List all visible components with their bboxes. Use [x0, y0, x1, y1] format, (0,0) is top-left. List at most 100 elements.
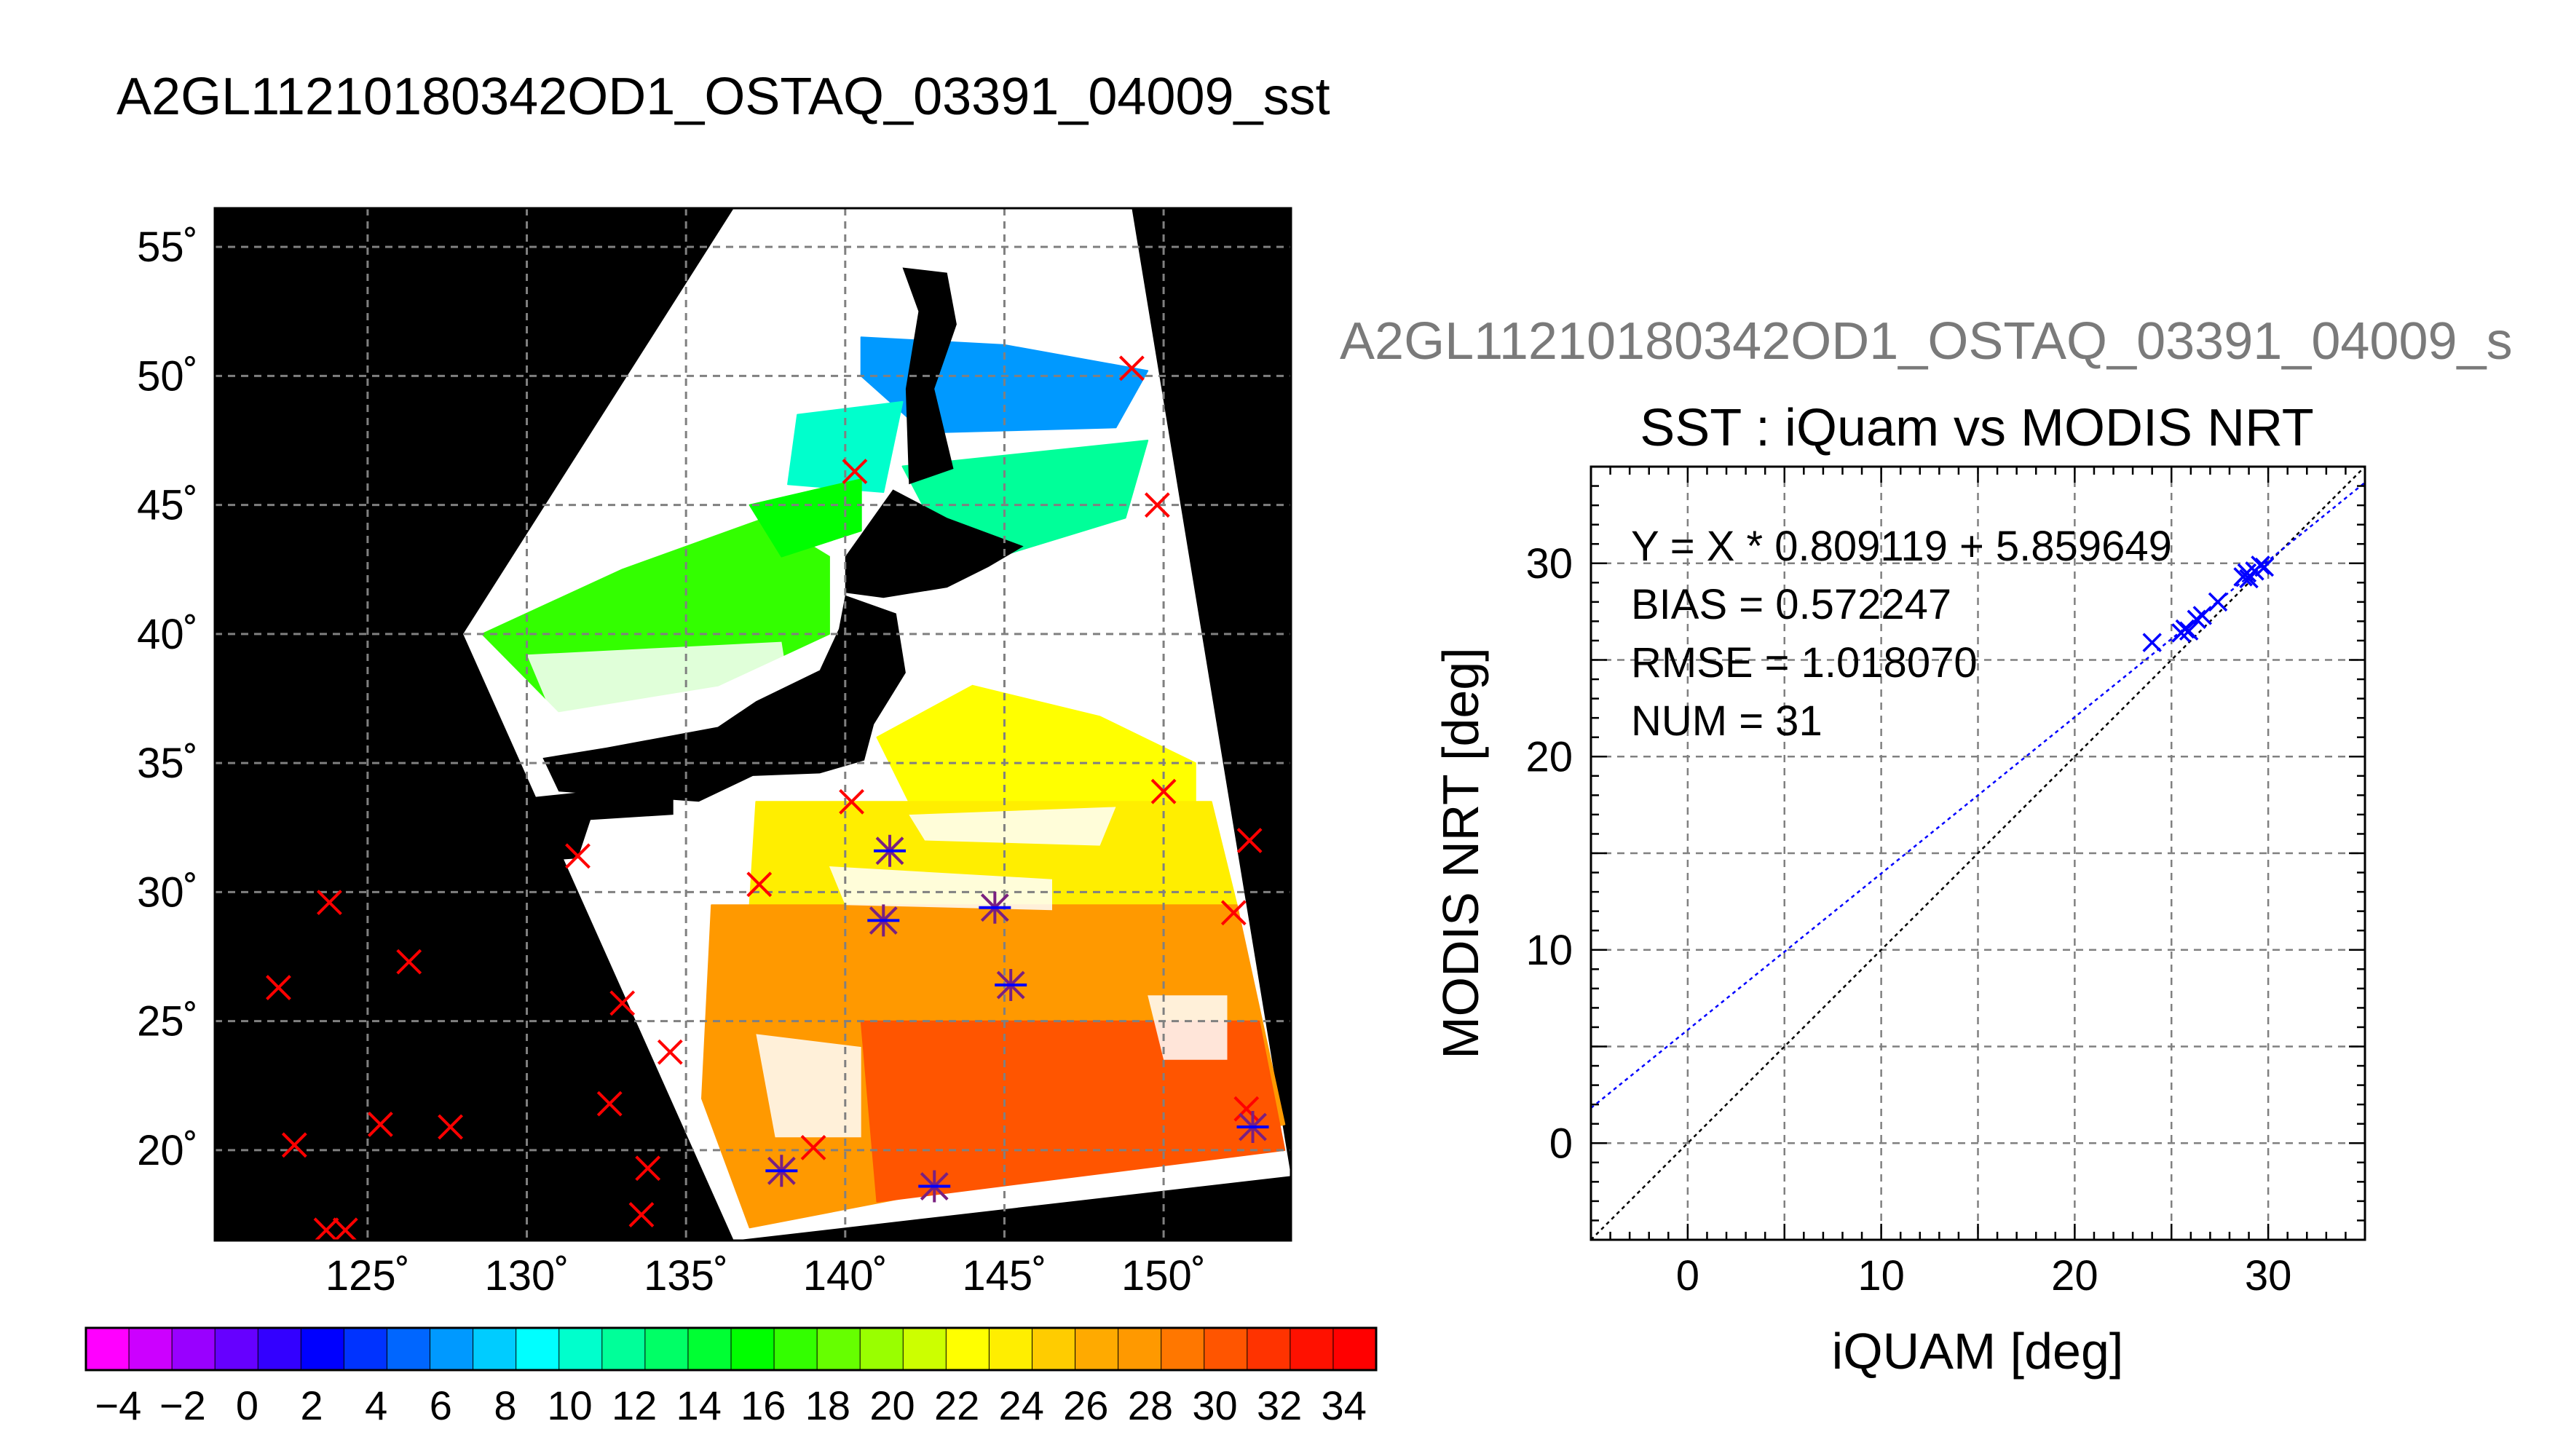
map-marker-unmatched	[281, 1132, 307, 1158]
scatter-stat-line: NUM = 31	[1631, 697, 1823, 745]
scatter-point	[2254, 557, 2275, 577]
colorbar-tick-label: 26	[1063, 1382, 1108, 1428]
colorbar-cell	[128, 1327, 173, 1371]
colorbar-tick-label: 14	[676, 1382, 722, 1428]
colorbar-cell	[430, 1327, 474, 1371]
map-y-tick-label: 40˚	[137, 611, 198, 658]
map-marker-unmatched	[1220, 900, 1247, 926]
colorbar-cell	[257, 1327, 302, 1371]
map-marker-unmatched	[332, 1217, 358, 1241]
scatter-point	[2187, 609, 2207, 629]
map-y-tick-label: 20˚	[137, 1127, 198, 1174]
colorbar-tick-label: 4	[365, 1382, 387, 1428]
colorbar-cell	[902, 1327, 947, 1371]
map-marker-unmatched	[367, 1112, 393, 1137]
map-marker-unmatched	[317, 890, 342, 916]
colorbar-tick-label: 30	[1192, 1382, 1237, 1428]
colorbar-tick-label: 28	[1128, 1382, 1173, 1428]
map-marker-matched	[979, 891, 1011, 924]
colorbar-tick-label: 10	[547, 1382, 592, 1428]
scatter-stat-line: RMSE = 1.018070	[1631, 639, 1978, 687]
map-marker-unmatched	[657, 1039, 683, 1065]
colorbar-cell	[1247, 1327, 1291, 1371]
scatter-point	[2239, 569, 2259, 589]
colorbar-cell	[214, 1327, 259, 1371]
map-marker-unmatched	[266, 975, 291, 1001]
colorbar-cell	[1075, 1327, 1119, 1371]
map-marker-unmatched	[596, 1091, 623, 1117]
colorbar-tick-label: −4	[95, 1382, 141, 1428]
sst-scatter: SST : iQuam vs MODIS NRT Y = X * 0.80911…	[1432, 399, 2366, 1380]
scatter-x-tick-label: 0	[1676, 1252, 1699, 1299]
colorbar-cell	[1290, 1327, 1335, 1371]
scatter-point	[2175, 619, 2195, 639]
sst-map: 125˚ 130˚ 135˚ 140˚ 145˚ 150˚ 20˚ 25˚ 30˚ 35˚ 40˚…	[137, 207, 1292, 1299]
scatter-point	[2237, 563, 2257, 583]
colorbar-cell	[773, 1327, 818, 1371]
map-x-tick-label: 140˚	[803, 1252, 888, 1299]
map-marker-matched	[995, 969, 1027, 1002]
scatter-y-tick-label: 20	[1525, 733, 1573, 780]
scatter-stat-line: Y = X * 0.809119 + 5.859649	[1631, 523, 2172, 570]
map-marker-unmatched	[1144, 492, 1170, 518]
sst-colorbar: −4 −2 0 2 4 6 8 10 12 14 16 18 20 22 24 26 28 30 32 34	[84, 1326, 1378, 1428]
map-marker-matched	[867, 904, 900, 937]
colorbar-cell	[1204, 1327, 1248, 1371]
sst-region	[860, 1020, 1286, 1203]
scatter-y-tick-label: 10	[1525, 927, 1573, 974]
colorbar-cell	[516, 1327, 560, 1371]
colorbar-tick-label: 12	[612, 1382, 657, 1428]
colorbar-cell	[386, 1327, 431, 1371]
colorbar-cell	[1031, 1327, 1076, 1371]
colorbar-tick-label: −2	[159, 1382, 206, 1428]
colorbar-cell	[1118, 1327, 1162, 1371]
scatter-point	[2142, 633, 2162, 652]
colorbar-tick-label: 6	[430, 1382, 452, 1428]
colorbar-tick-label: 0	[236, 1382, 258, 1428]
colorbar-cell	[171, 1327, 216, 1371]
colorbar-cell	[300, 1327, 345, 1371]
map-marker-unmatched	[609, 990, 636, 1016]
colorbar-cell	[859, 1327, 904, 1371]
cloud-region	[909, 807, 1116, 846]
scatter-point	[2179, 621, 2199, 641]
map-x-tick-label: 135˚	[644, 1252, 728, 1299]
colorbar-cell	[473, 1327, 517, 1371]
colorbar-cell	[343, 1327, 388, 1371]
map-marker-unmatched	[565, 843, 591, 869]
colorbar-tick-label: 22	[934, 1382, 979, 1428]
cloud-region	[1148, 995, 1228, 1060]
map-y-tick-label: 45˚	[137, 482, 198, 529]
colorbar-cell	[558, 1327, 603, 1371]
scatter-stat-line: BIAS = 0.572247	[1631, 581, 1951, 628]
colorbar-frame	[84, 1326, 1378, 1372]
colorbar-cell	[945, 1327, 990, 1371]
land-kyushu-shikoku	[514, 783, 674, 861]
map-marker-matched	[918, 1170, 951, 1203]
map-marker-unmatched	[800, 1134, 826, 1160]
map-x-tick-label: 125˚	[325, 1252, 410, 1299]
map-y-tick-label: 30˚	[137, 869, 198, 916]
map-marker-unmatched	[313, 1217, 339, 1241]
colorbar-tick-label: 24	[999, 1382, 1044, 1428]
colorbar-cell	[687, 1327, 732, 1371]
map-x-tick-label: 145˚	[962, 1252, 1046, 1299]
colorbar-tick-label: 8	[494, 1382, 516, 1428]
colorbar-cell	[988, 1327, 1033, 1371]
map-marker-matched	[765, 1155, 798, 1187]
map-marker-matched	[874, 834, 907, 867]
map-marker-unmatched	[1118, 355, 1145, 381]
scatter-title: SST : iQuam vs MODIS NRT	[1640, 399, 2314, 457]
scatter-y-tick-label: 30	[1525, 540, 1573, 587]
map-marker-unmatched	[842, 459, 868, 485]
map-x-tick-label: 130˚	[484, 1252, 569, 1299]
map-y-tick-label: 55˚	[137, 223, 198, 271]
map-y-tick-label: 50˚	[137, 352, 198, 400]
scatter-y-axis-label: MODIS NRT [deg]	[1432, 647, 1489, 1059]
map-marker-unmatched	[1150, 778, 1177, 804]
map-marker-unmatched	[396, 949, 422, 975]
map-y-tick-label: 25˚	[137, 998, 198, 1045]
map-x-tick-label: 150˚	[1121, 1252, 1206, 1299]
colorbar-tick-label: 18	[805, 1382, 850, 1428]
